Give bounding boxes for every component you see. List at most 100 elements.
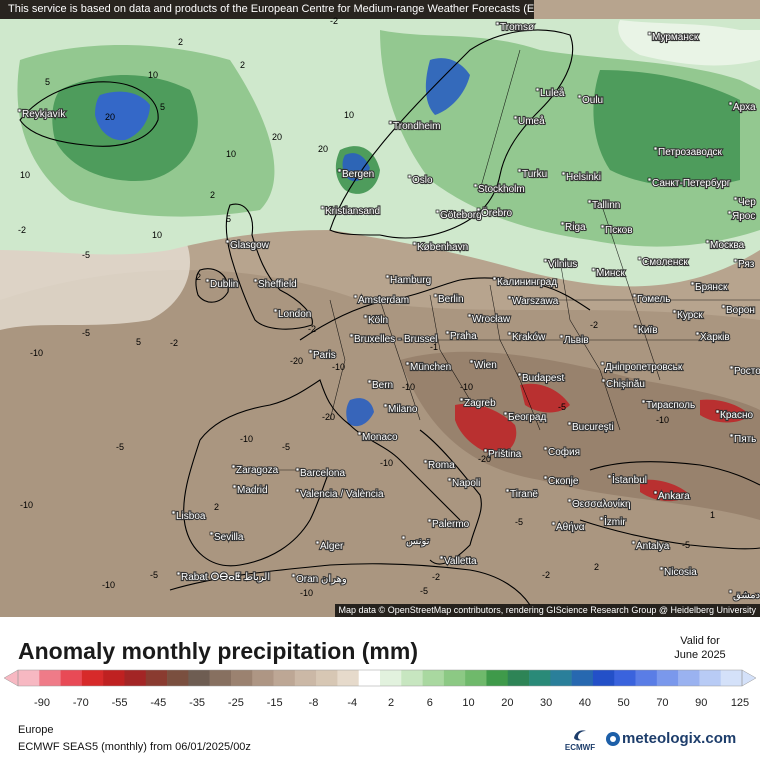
city-marker <box>349 333 354 338</box>
city-label: Hamburg <box>385 274 432 287</box>
legend-swatch <box>124 670 147 686</box>
wet-max-norway <box>342 58 470 427</box>
city-marker <box>587 199 592 204</box>
coastline-mainland <box>183 277 591 567</box>
city-label: Priština <box>483 448 523 461</box>
city-marker <box>507 331 512 336</box>
city-name: Oran وهران <box>296 574 347 585</box>
legend-swatch <box>380 670 402 686</box>
city-marker <box>599 516 604 521</box>
legend-swatch <box>209 670 232 686</box>
city-marker <box>17 108 22 113</box>
city-name: Пять <box>734 434 756 445</box>
city-marker <box>507 295 512 300</box>
contour-value: 1 <box>710 510 715 520</box>
city-label: Göteborg <box>435 209 483 222</box>
contour-value: -10 <box>460 382 473 392</box>
city-marker <box>647 177 652 182</box>
city-marker <box>467 313 472 318</box>
city-label: Скопје <box>543 475 580 488</box>
coastline-turkey <box>579 461 760 550</box>
city-name: Napoli <box>452 478 480 489</box>
city-name: Београд <box>508 412 546 423</box>
city-name: Alger <box>320 541 344 552</box>
city-label: København <box>412 241 469 254</box>
legend-swatch <box>103 670 125 686</box>
legend-swatch <box>571 670 594 686</box>
city-marker <box>567 498 572 503</box>
city-marker <box>492 276 497 281</box>
contour-value-labels: 5 2 10 20 5 2 -2 10 20 5 2 10 20 10 -2 -5 10 2 -10 -5 -2 -5 -1… <box>18 16 715 598</box>
city-label: Amsterdam <box>353 294 410 307</box>
city-marker <box>517 372 522 377</box>
city-label: Брянск <box>690 281 729 294</box>
city-marker <box>632 293 637 298</box>
city-marker <box>647 31 652 36</box>
legend-swatch <box>252 670 274 686</box>
meteologix-brand-text: meteologix.com <box>622 730 737 748</box>
city-name: Helsinki <box>566 172 601 183</box>
legend-tick-label: 6 <box>427 697 433 709</box>
city-marker <box>543 475 548 480</box>
city-label: Харків <box>695 331 731 344</box>
city-label: Chișinău <box>601 378 646 391</box>
city-name: Арха <box>733 102 756 113</box>
city-marker <box>383 403 388 408</box>
city-label: İstanbul <box>607 472 648 487</box>
city-label: Тирасполь <box>641 399 696 412</box>
legend-swatch <box>81 670 104 686</box>
city-name: Чер <box>738 197 756 208</box>
legend-tick-label: -35 <box>189 697 205 709</box>
city-marker <box>401 535 406 540</box>
legend-swatch <box>678 670 700 686</box>
legend-swatch <box>60 670 83 686</box>
city-name: Luleå <box>540 87 565 99</box>
anomaly-fields <box>0 19 760 617</box>
city-label: Львів <box>559 334 590 347</box>
city-label: Bergen <box>337 168 375 181</box>
city-name: London <box>278 309 311 320</box>
contour-value: -5 <box>82 328 90 338</box>
legend-tick-label: -25 <box>228 697 244 709</box>
meteologix-brand[interactable]: meteologix.com <box>606 730 736 750</box>
contour-value: -5 <box>558 402 566 412</box>
city-label: Sheffield <box>253 278 298 291</box>
city-marker <box>253 278 258 283</box>
city-marker <box>535 87 540 92</box>
city-name: Berlin <box>438 294 464 305</box>
city-label: Köln <box>363 314 389 327</box>
city-marker <box>315 540 320 545</box>
city-label: Мурманск <box>647 31 700 44</box>
contour-value: 20 <box>105 112 115 122</box>
city-name: Петрозаводск <box>658 147 723 158</box>
legend-swatch <box>486 670 509 686</box>
ecmwf-swirl-icon <box>574 730 586 741</box>
precipitation-anomaly-map[interactable]: Reykjavík Tromsø Мурманск Luleå Oulu Арха Umeå… <box>0 0 760 617</box>
city-name: Минск <box>596 268 625 279</box>
map-panel[interactable]: Reykjavík Tromsø Мурманск Luleå Oulu Арха Umeå… <box>0 0 760 617</box>
contour-value: -2 <box>308 324 316 334</box>
legend-swatch <box>443 670 466 686</box>
ecmwf-logo[interactable]: ECMWF <box>560 728 600 756</box>
city-label: Wrocław <box>467 313 512 326</box>
city-name: Ankara <box>658 491 690 502</box>
city-marker <box>567 421 572 426</box>
legend-swatch <box>507 670 530 686</box>
city-label: Zaragoza <box>231 464 280 477</box>
city-label: Смоленск <box>637 256 689 269</box>
city-marker <box>337 168 342 173</box>
city-marker <box>543 446 548 451</box>
city-marker <box>505 488 510 493</box>
chart-title: Anomaly monthly precipitation (mm) <box>18 638 418 664</box>
city-marker <box>560 221 565 226</box>
city-label: Alger <box>315 540 345 553</box>
city-name: Гомель <box>637 294 670 305</box>
ecmwf-notice-banner: This service is based on data and produc… <box>0 0 534 19</box>
legend-tick-label: -45 <box>150 697 166 709</box>
city-label: Monaco <box>357 431 399 444</box>
city-label: Lisboa <box>171 510 207 523</box>
city-label: Turku <box>517 168 548 181</box>
legend-swatch <box>422 670 445 686</box>
contour-value: -20 <box>478 454 491 464</box>
valid-for-date: June 2025 <box>674 649 726 661</box>
